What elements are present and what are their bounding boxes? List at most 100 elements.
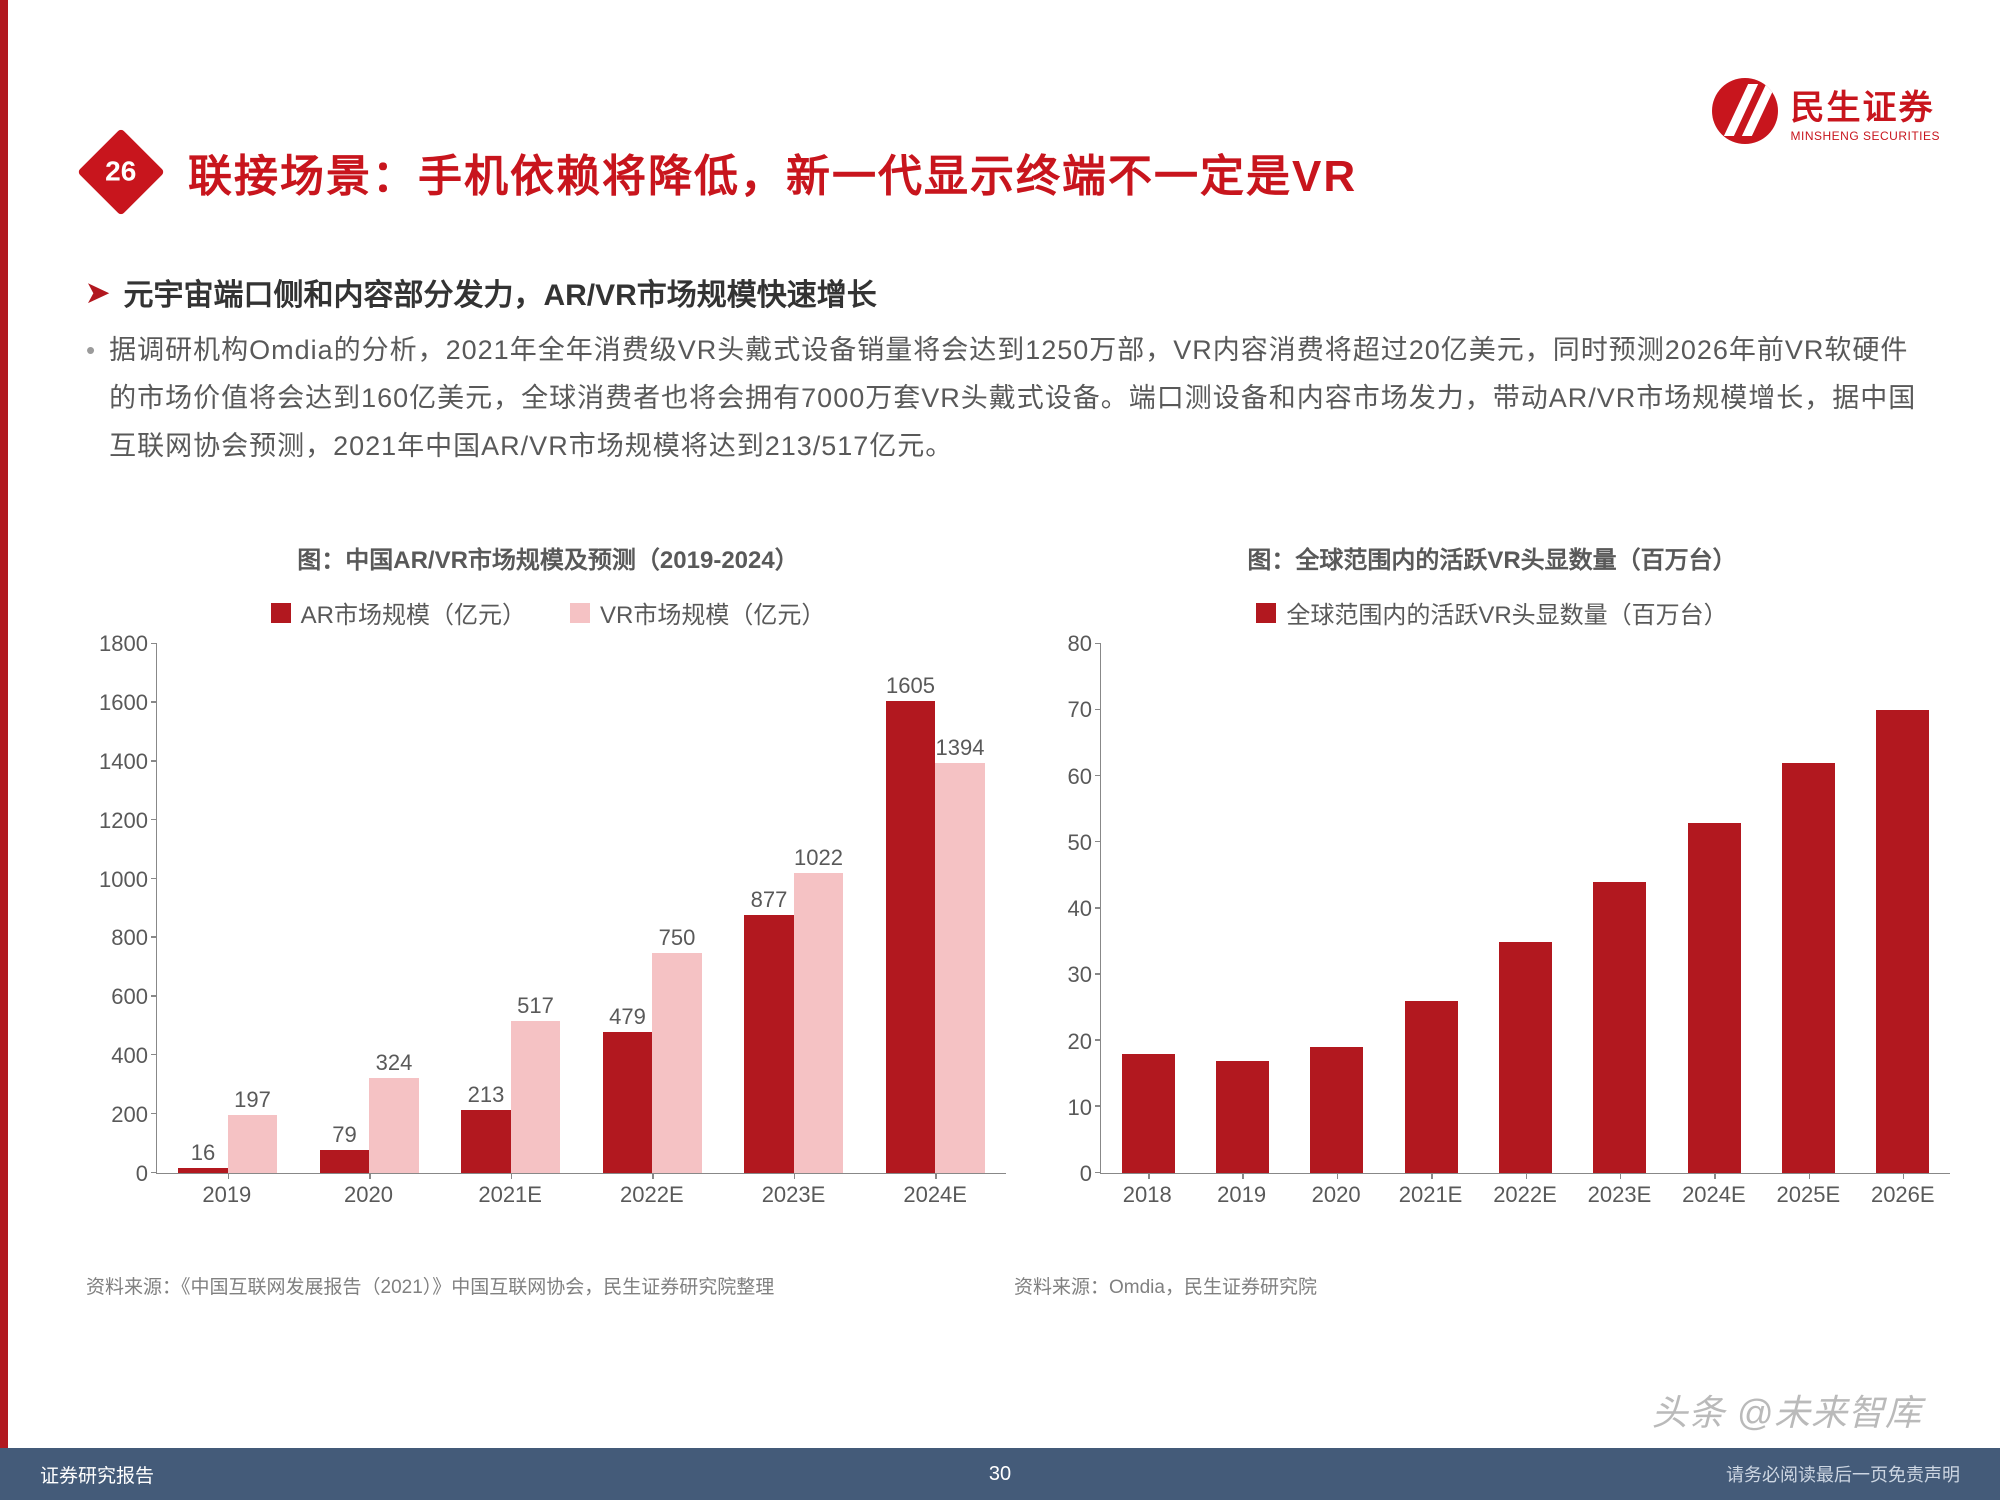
chart-left-xaxis: 201920202021E2022E2023E2024E [156, 1174, 1006, 1214]
y-tick [1095, 709, 1101, 711]
y-tick-label: 50 [1068, 830, 1092, 856]
y-tick-label: 200 [111, 1102, 148, 1128]
bar [1122, 1054, 1175, 1173]
y-tick-label: 1000 [99, 867, 148, 893]
chart-right-plot [1100, 644, 1950, 1174]
x-tick-label: 2021E [478, 1182, 542, 1208]
y-tick [1095, 841, 1101, 843]
bar-value-label: 324 [369, 1050, 419, 1076]
chart-left-plot: 1619779324213517479750877102216051394 [156, 644, 1006, 1174]
title-badge-number: 26 [105, 156, 136, 188]
x-tick-label: 2020 [344, 1182, 393, 1208]
bar [1405, 1001, 1458, 1173]
bar-value-label: 1022 [794, 845, 844, 871]
bar [603, 1032, 653, 1173]
y-tick-label: 10 [1068, 1095, 1092, 1121]
legend-label: AR市场规模（亿元） [301, 595, 526, 630]
y-tick [1095, 973, 1101, 975]
bar-value-label: 213 [461, 1082, 511, 1108]
source-left: 资料来源：《中国互联网发展报告（2021）》中国互联网协会，民生证券研究院整理 [86, 1272, 774, 1299]
legend-label: VR市场规模（亿元） [600, 595, 825, 630]
sub-heading: ➤ 元宇宙端口侧和内容部分发力，AR/VR市场规模快速增长 [86, 270, 877, 314]
y-tick [1095, 1105, 1101, 1107]
footer-page-number: 30 [989, 1463, 1011, 1486]
bar-value-label: 79 [320, 1122, 370, 1148]
bar [1593, 882, 1646, 1173]
bar [228, 1115, 278, 1173]
chart-left-title: 图：中国AR/VR市场规模及预测（2019-2024） [86, 540, 1010, 575]
y-tick [151, 1172, 157, 1174]
bar-value-label: 479 [603, 1004, 653, 1030]
x-tick-label: 2023E [1588, 1182, 1652, 1208]
body-text: 据调研机构Omdia的分析，2021年全年消费级VR头戴式设备销量将会达到125… [109, 326, 1928, 470]
chart-left-canvas: 020040060080010001200140016001800 161977… [86, 644, 1010, 1214]
y-tick [151, 643, 157, 645]
x-tick-label: 2024E [1682, 1182, 1746, 1208]
logo-text-en: MINSHENG SECURITIES [1790, 129, 1940, 143]
y-tick-label: 1600 [99, 690, 148, 716]
chart-right-xaxis: 2018201920202021E2022E2023E2024E2025E202… [1100, 1174, 1950, 1214]
legend-item: 全球范围内的活跃VR头显数量（百万台） [1256, 595, 1727, 630]
bar [652, 953, 702, 1173]
chart-right: 图：全球范围内的活跃VR头显数量（百万台） 全球范围内的活跃VR头显数量（百万台… [1030, 540, 1954, 1214]
y-tick [151, 1113, 157, 1115]
x-tick-label: 2024E [903, 1182, 967, 1208]
chart-right-legend: 全球范围内的活跃VR头显数量（百万台） [1030, 595, 1954, 630]
y-tick [151, 995, 157, 997]
y-tick [1095, 1172, 1101, 1174]
x-tick-label: 2019 [202, 1182, 251, 1208]
bar [886, 701, 936, 1173]
y-tick-label: 80 [1068, 631, 1092, 657]
legend-label: 全球范围内的活跃VR头显数量（百万台） [1286, 595, 1727, 630]
bar [1499, 942, 1552, 1173]
y-tick-label: 60 [1068, 764, 1092, 790]
bar [744, 915, 794, 1173]
bar [1782, 763, 1835, 1173]
side-stripe [0, 0, 8, 1448]
bar [511, 1021, 561, 1173]
y-tick-label: 1200 [99, 808, 148, 834]
y-tick-label: 1800 [99, 631, 148, 657]
y-tick [1095, 775, 1101, 777]
bar [320, 1150, 370, 1173]
x-tick-label: 2022E [1493, 1182, 1557, 1208]
bar-value-label: 1605 [886, 673, 936, 699]
bar [1310, 1047, 1363, 1173]
bar [1216, 1061, 1269, 1173]
body-paragraph: • 据调研机构Omdia的分析，2021年全年消费级VR头戴式设备销量将会达到1… [86, 326, 1928, 470]
x-tick-label: 2022E [620, 1182, 684, 1208]
bar-value-label: 517 [511, 993, 561, 1019]
x-tick-label: 2026E [1871, 1182, 1935, 1208]
slide: 民生证券 MINSHENG SECURITIES 26 联接场景：手机依赖将降低… [0, 0, 2000, 1500]
chart-right-yaxis: 01020304050607080 [1030, 644, 1100, 1174]
y-tick-label: 20 [1068, 1029, 1092, 1055]
watermark: 头条 @未来智库 [1651, 1384, 1922, 1436]
y-tick [151, 1054, 157, 1056]
footer-right: 请务必阅读最后一页免责声明 [1726, 1461, 1960, 1487]
y-tick-label: 1400 [99, 749, 148, 775]
title-row: 26 联接场景：手机依赖将降低，新一代显示终端不一定是VR [90, 140, 1357, 204]
y-tick [151, 936, 157, 938]
bar [935, 763, 985, 1173]
legend-swatch-icon [570, 603, 590, 623]
y-tick [1095, 643, 1101, 645]
y-tick [151, 819, 157, 821]
y-tick-label: 30 [1068, 962, 1092, 988]
bar-value-label: 750 [652, 925, 702, 951]
x-tick-label: 2025E [1777, 1182, 1841, 1208]
bar [1688, 823, 1741, 1173]
legend-item: AR市场规模（亿元） [271, 595, 526, 630]
y-tick-label: 0 [1080, 1161, 1092, 1187]
bullet-dot-icon: • [86, 326, 95, 470]
footer-bar: 证券研究报告 30 请务必阅读最后一页免责声明 [0, 1448, 2000, 1500]
chart-left-yaxis: 020040060080010001200140016001800 [86, 644, 156, 1174]
y-tick-label: 70 [1068, 697, 1092, 723]
chart-right-canvas: 01020304050607080 2018201920202021E2022E… [1030, 644, 1954, 1214]
sub-heading-text: 元宇宙端口侧和内容部分发力，AR/VR市场规模快速增长 [123, 270, 876, 314]
bar [461, 1110, 511, 1173]
y-tick [151, 878, 157, 880]
bar-value-label: 877 [744, 887, 794, 913]
logo-mark-icon [1712, 78, 1778, 144]
chart-left: 图：中国AR/VR市场规模及预测（2019-2024） AR市场规模（亿元） VR… [86, 540, 1010, 1214]
y-tick [1095, 1039, 1101, 1041]
